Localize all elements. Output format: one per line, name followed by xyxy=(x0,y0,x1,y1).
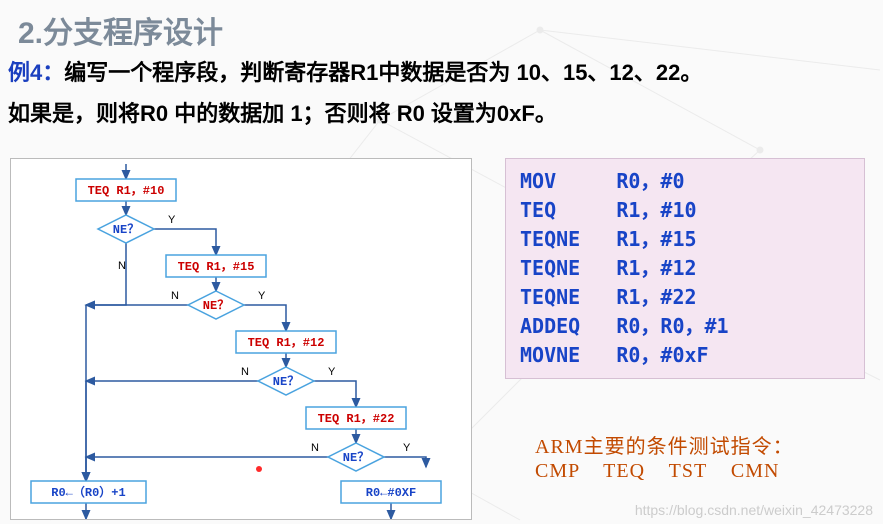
svg-text:NE？: NE？ xyxy=(113,222,139,237)
svg-text:N: N xyxy=(171,290,179,302)
problem-line-2: 如果是，则将R0 中的数据加 1；否则将 R0 设置为0xF。 xyxy=(8,96,557,128)
svg-text:TEQ R1，#10: TEQ R1，#10 xyxy=(88,184,165,198)
svg-text:Y: Y xyxy=(403,442,411,454)
svg-text:N: N xyxy=(241,366,249,378)
svg-text:N: N xyxy=(118,260,126,272)
svg-text:NE？: NE？ xyxy=(203,298,229,313)
svg-text:NE？: NE？ xyxy=(273,374,299,389)
svg-text:TEQ R1，#22: TEQ R1，#22 xyxy=(318,412,395,426)
svg-text:TEQ R1，#15: TEQ R1，#15 xyxy=(178,260,255,274)
problem-line-1: 例4：编写一个程序段，判断寄存器R1中数据是否为 10、15、12、22。 xyxy=(8,55,702,87)
svg-text:Y: Y xyxy=(328,366,336,378)
svg-text:Y: Y xyxy=(168,214,176,226)
svg-text:R0←（R0）+1: R0←（R0）+1 xyxy=(51,484,125,500)
svg-text:Y: Y xyxy=(258,290,266,302)
problem-text-1: 编写一个程序段，判断寄存器R1中数据是否为 10、15、12、22。 xyxy=(64,60,702,85)
flowchart-panel: Y N N N N Y Y Y TEQ R1，#10 TEQ R1，#15 TEQ R1，#12 TE… xyxy=(10,158,472,520)
note-line-1: ARM主要的条件测试指令： xyxy=(535,430,794,459)
example-label: 例4： xyxy=(8,60,64,85)
watermark: https://blog.csdn.net/weixin_42473228 xyxy=(635,502,873,518)
svg-text:TEQ R1，#12: TEQ R1，#12 xyxy=(248,336,325,350)
svg-text:NE？: NE？ xyxy=(343,450,369,465)
section-heading: 2.分支程序设计 xyxy=(18,8,223,52)
note-line-2: CMP TEQ TST CMN xyxy=(535,460,779,483)
flowchart-svg: Y N N N N Y Y Y TEQ R1，#10 TEQ R1，#15 TEQ R1，#12 TE… xyxy=(11,159,471,519)
svg-text:N: N xyxy=(311,442,319,454)
svg-text:R0←#0XF: R0←#0XF xyxy=(366,486,416,500)
assembly-code: MOV R0，#0 TEQ R1，#10 TEQNE R1，#15 TEQNE … xyxy=(505,158,865,379)
